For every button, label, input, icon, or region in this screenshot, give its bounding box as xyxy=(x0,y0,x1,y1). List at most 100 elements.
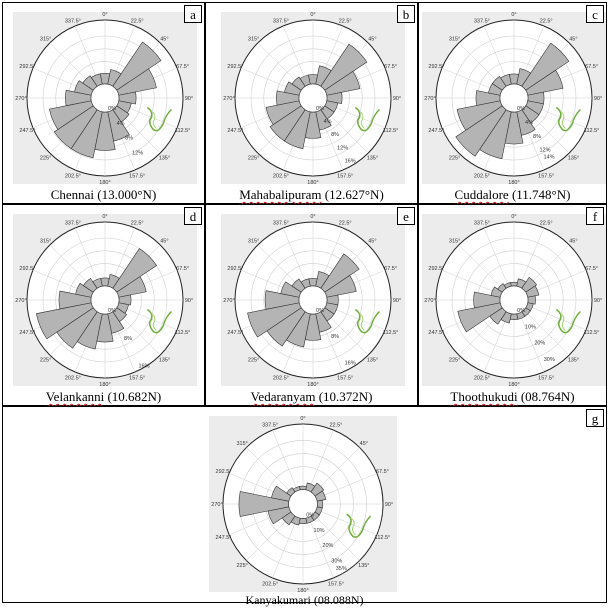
direction-label: 202.5° xyxy=(474,376,490,382)
direction-label: 67.5° xyxy=(384,266,397,272)
direction-label: 0° xyxy=(300,416,305,422)
rose-diagram: 0% 8% 16% 0° 22.5° 45° 67.5° 90° 112.5° 135° 157.5… xyxy=(221,214,405,388)
direction-label: 45° xyxy=(360,441,368,447)
direction-label: 315° xyxy=(248,37,259,43)
coast-map-icon xyxy=(346,513,372,538)
station-caption: Cuddalore (11.748°N) xyxy=(454,187,571,202)
rose-diagram: 0% 8% 16% 0° 22.5° 45° 67.5° 90° 112.5° 135° 157.5… xyxy=(13,214,197,388)
panel-letter: c xyxy=(586,5,604,23)
ring-label: 8% xyxy=(124,336,132,342)
direction-label: 270° xyxy=(424,298,435,304)
direction-label: 67.5° xyxy=(176,266,189,272)
coast-map-icon xyxy=(555,308,581,334)
rose-diagram: 0% 4% 8% 12% 0° 22.5° 45° 67.5° 90° 112.5° 135° 157… xyxy=(13,12,197,186)
direction-label: 135° xyxy=(367,357,378,363)
direction-label: 112.5° xyxy=(175,330,191,336)
calm-center xyxy=(90,285,120,315)
direction-label: 0° xyxy=(310,214,315,220)
ring-label: 0% xyxy=(306,512,314,518)
station-caption: Thoothukudi (08.764N) xyxy=(450,389,575,404)
direction-label: 292.5° xyxy=(19,64,35,70)
rose-panel-thoothukudi: 0% 10% 20% 30% 0° 22.5° 45° 67.5° 90° 112.5° 135° 1… xyxy=(418,204,607,406)
direction-label: 180° xyxy=(508,382,519,388)
ring-label: 0% xyxy=(316,106,324,112)
station-caption: Velankanni (10.682N) xyxy=(45,389,162,404)
direction-label: 247.5° xyxy=(19,128,35,134)
direction-label: 247.5° xyxy=(428,330,444,336)
ring-label: 10% xyxy=(525,324,536,330)
direction-label: 157.5° xyxy=(328,581,344,587)
calm-center xyxy=(90,83,120,113)
direction-label: 247.5° xyxy=(227,128,243,134)
ring-label: 16% xyxy=(345,360,356,366)
direction-label: 337.5° xyxy=(65,18,81,24)
direction-label: 315° xyxy=(40,239,51,245)
ring-label: 20% xyxy=(322,543,333,549)
direction-label: 90° xyxy=(185,298,193,304)
panel-letter: a xyxy=(184,5,202,23)
rose-diagram: 0% 4% 8% 12% 16% 0° 22.5° 45° 67.5° 90° 112.5° 135°… xyxy=(221,12,405,186)
direction-label: 337.5° xyxy=(262,423,278,429)
direction-label: 45° xyxy=(368,37,376,43)
coast-map-icon xyxy=(560,313,566,331)
direction-label: 90° xyxy=(393,298,401,304)
direction-label: 67.5° xyxy=(376,469,389,475)
direction-label: 225° xyxy=(40,357,51,363)
direction-label: 315° xyxy=(449,239,460,245)
calm-center xyxy=(499,83,529,113)
direction-label: 45° xyxy=(569,239,577,245)
coast-map-icon xyxy=(151,313,157,331)
station-caption: Mahabalipuram (12.627°N) xyxy=(239,187,384,202)
direction-label: 225° xyxy=(248,155,259,161)
direction-label: 292.5° xyxy=(227,266,243,272)
direction-label: 0° xyxy=(310,12,315,18)
direction-label: 225° xyxy=(248,357,259,363)
direction-label: 157.5° xyxy=(337,376,353,382)
direction-label: 337.5° xyxy=(474,18,490,24)
direction-label: 45° xyxy=(160,239,168,245)
direction-label: 112.5° xyxy=(584,128,600,134)
ring-label: 0% xyxy=(108,308,116,314)
ring-label: 10% xyxy=(314,528,325,534)
panel-letter: b xyxy=(397,5,415,23)
direction-label: 0° xyxy=(102,12,107,18)
direction-label: 0° xyxy=(511,12,516,18)
direction-label: 90° xyxy=(594,298,602,304)
direction-label: 135° xyxy=(358,563,369,569)
coast-map-icon xyxy=(359,313,365,331)
ring-label: 16% xyxy=(345,158,356,164)
rose-panel-mahabalipuram: 0% 4% 8% 12% 16% 0° 22.5° 45° 67.5° 90° 112.5° 135°… xyxy=(205,2,418,204)
direction-label: 135° xyxy=(159,357,170,363)
direction-label: 315° xyxy=(449,37,460,43)
calm-center xyxy=(298,83,328,113)
direction-label: 90° xyxy=(393,96,401,102)
direction-label: 180° xyxy=(297,588,308,594)
direction-label: 202.5° xyxy=(262,581,278,587)
ring-label: 12% xyxy=(539,148,550,154)
direction-label: 315° xyxy=(236,441,247,447)
coast-map-icon xyxy=(354,308,380,334)
direction-label: 337.5° xyxy=(474,220,490,226)
ring-label: 12% xyxy=(337,145,348,151)
coast-map-icon xyxy=(146,308,172,334)
direction-label: 0° xyxy=(511,214,516,220)
direction-label: 90° xyxy=(594,96,602,102)
direction-label: 157.5° xyxy=(538,376,554,382)
ring-label: 8% xyxy=(331,334,339,340)
direction-label: 180° xyxy=(99,180,110,186)
direction-label: 337.5° xyxy=(273,220,289,226)
ring-label: 30% xyxy=(544,357,555,363)
rose-panel-kanyakumari: 0% 10% 20% 30% 35% 0° 22.5° 45° 67.5° 90° 112.5° 13… xyxy=(2,406,607,607)
direction-label: 270° xyxy=(424,96,435,102)
direction-label: 247.5° xyxy=(216,535,232,541)
ring-label: 0% xyxy=(316,308,324,314)
direction-label: 202.5° xyxy=(273,174,289,180)
direction-label: 315° xyxy=(40,37,51,43)
panel-letter: e xyxy=(397,207,415,225)
direction-label: 202.5° xyxy=(65,376,81,382)
direction-label: 292.5° xyxy=(227,64,243,70)
rose-diagram: 0% 10% 20% 30%35% 0° 22.5° 45° 67.5° 90° 112.5° 13… xyxy=(209,416,397,594)
ring-label: 8% xyxy=(533,134,541,140)
ring-label: 8% xyxy=(125,136,133,142)
direction-label: 225° xyxy=(449,155,460,161)
